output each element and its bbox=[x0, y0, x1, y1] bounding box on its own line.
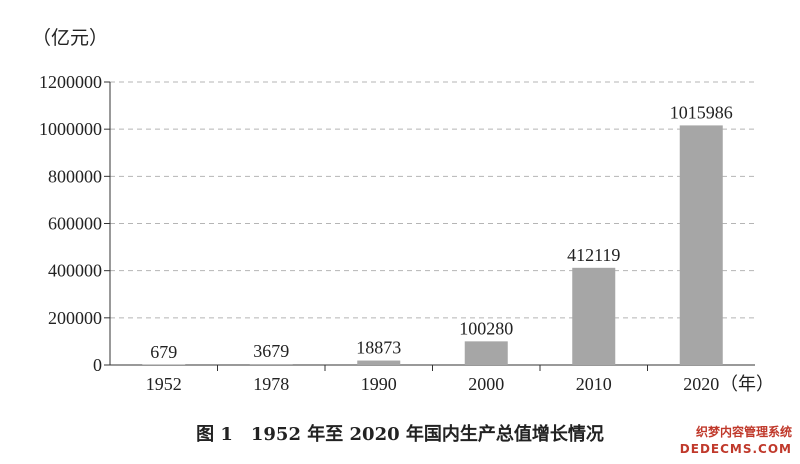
y-tick-label: 800000 bbox=[48, 166, 102, 186]
bars bbox=[142, 125, 723, 365]
bar bbox=[357, 360, 401, 365]
y-tick-labels: 0 200000 400000 600000 800000 1000000 1200000 bbox=[39, 72, 110, 375]
bar bbox=[464, 341, 508, 365]
x-tick-label: 2020 bbox=[683, 374, 719, 394]
figure-caption: 图 1 1952 年至 2020 年国内生产总值增长情况 bbox=[196, 424, 604, 445]
x-axis-unit-label: （年） bbox=[720, 374, 774, 395]
y-tick-label: 1000000 bbox=[39, 119, 102, 139]
y-tick-label: 600000 bbox=[48, 214, 102, 234]
y-tick-label: 1200000 bbox=[39, 72, 102, 92]
x-tick-label: 2000 bbox=[468, 374, 504, 394]
bar bbox=[679, 125, 723, 365]
gridlines bbox=[110, 81, 755, 319]
x-tick-labels: 1952 1978 1990 2000 2010 2020 bbox=[146, 374, 720, 394]
x-tick-label: 1952 bbox=[146, 374, 182, 394]
bar-value-label: 100280 bbox=[459, 318, 513, 338]
bar-value-label: 3679 bbox=[253, 341, 289, 361]
watermark-line1: 织梦内容管理系统 bbox=[695, 425, 792, 439]
y-tick-label: 400000 bbox=[48, 261, 102, 281]
watermark-line2: DEDECMS.COM bbox=[679, 442, 792, 456]
bar-value-label: 1015986 bbox=[670, 102, 733, 122]
bar-value-label: 412119 bbox=[567, 245, 620, 265]
data-labels: 679 3679 18873 100280 412119 1015986 bbox=[150, 102, 733, 361]
y-tick-label: 200000 bbox=[48, 308, 102, 328]
axes bbox=[109, 82, 755, 371]
y-axis-unit-label: （亿元） bbox=[32, 27, 108, 49]
y-tick-label: 0 bbox=[93, 355, 102, 375]
watermark: 织梦内容管理系统 DEDECMS.COM bbox=[680, 424, 792, 458]
x-tick-label: 1990 bbox=[361, 374, 397, 394]
bar-value-label: 679 bbox=[150, 342, 177, 362]
bar bbox=[572, 267, 616, 365]
x-tick-label: 1978 bbox=[253, 374, 289, 394]
bar-value-label: 18873 bbox=[356, 338, 401, 358]
bar bbox=[142, 364, 186, 365]
bar bbox=[249, 364, 293, 365]
x-tick-label: 2010 bbox=[576, 374, 612, 394]
